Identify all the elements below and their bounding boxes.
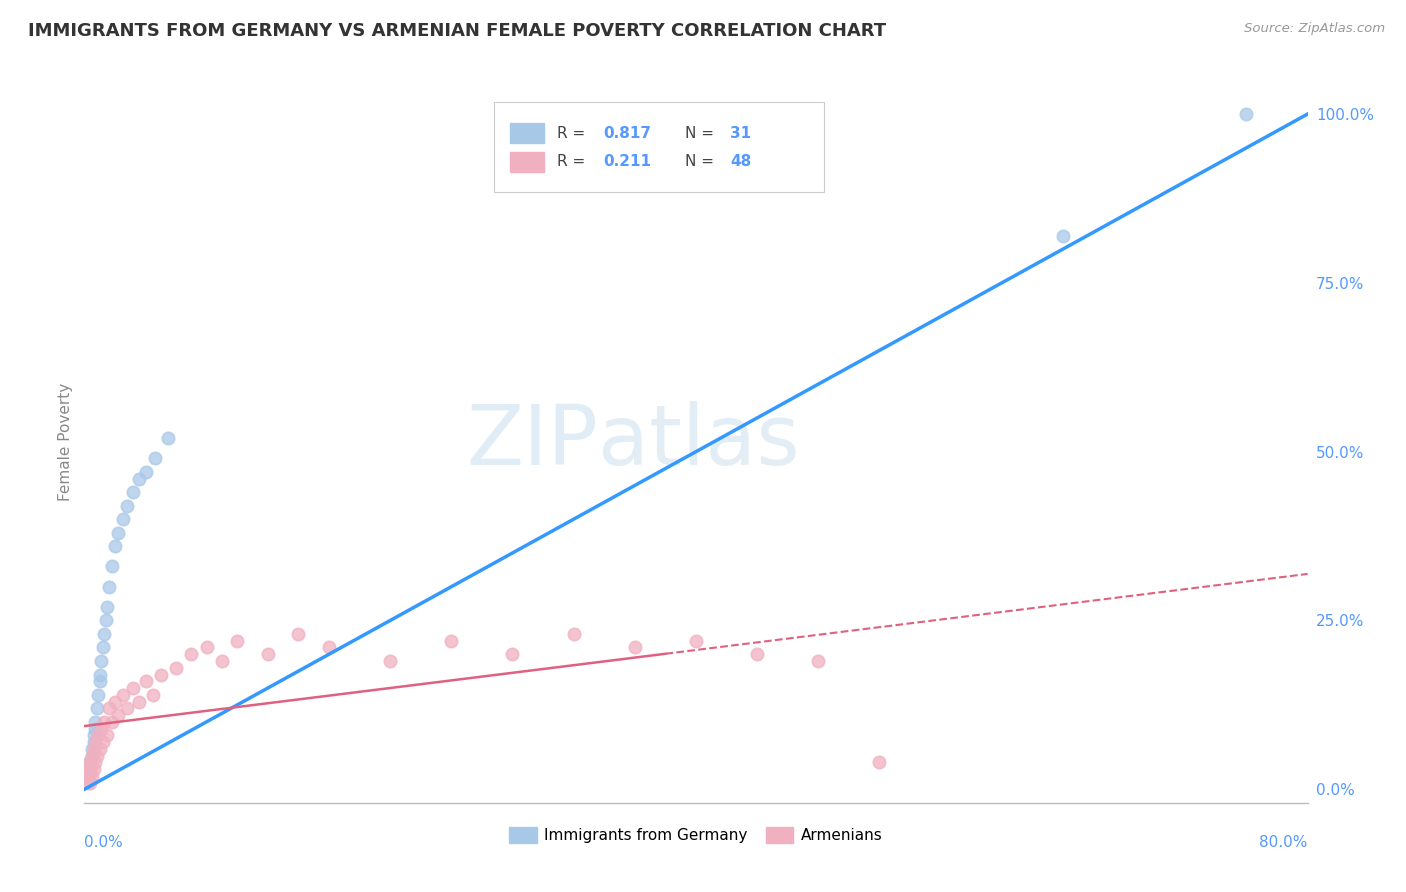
Y-axis label: Female Poverty: Female Poverty	[58, 383, 73, 500]
Point	[80, 769, 103, 783]
Point	[502, 647, 524, 661]
Text: N =: N =	[685, 126, 718, 141]
Point	[380, 654, 402, 668]
Text: Source: ZipAtlas.com: Source: ZipAtlas.com	[1244, 22, 1385, 36]
Point	[97, 580, 120, 594]
FancyBboxPatch shape	[510, 123, 544, 143]
Point	[869, 756, 891, 770]
Point	[685, 633, 707, 648]
Point	[90, 722, 112, 736]
Text: 0.211: 0.211	[603, 154, 651, 169]
Point	[76, 775, 98, 789]
Point	[93, 714, 115, 729]
Point	[87, 688, 110, 702]
Point	[122, 485, 145, 500]
Point	[96, 728, 118, 742]
Text: R =: R =	[557, 154, 589, 169]
Point	[257, 647, 280, 661]
Point	[93, 627, 115, 641]
Legend: Immigrants from Germany, Armenians: Immigrants from Germany, Armenians	[503, 822, 889, 849]
Point	[128, 472, 150, 486]
Point	[77, 769, 100, 783]
Point	[1236, 107, 1258, 121]
Point	[318, 640, 340, 655]
Text: atlas: atlas	[598, 401, 800, 482]
Point	[226, 633, 249, 648]
Point	[142, 688, 165, 702]
Point	[97, 701, 120, 715]
Point	[562, 627, 585, 641]
Point	[80, 748, 103, 763]
Text: IMMIGRANTS FROM GERMANY VS ARMENIAN FEMALE POVERTY CORRELATION CHART: IMMIGRANTS FROM GERMANY VS ARMENIAN FEMA…	[28, 22, 886, 40]
Point	[287, 627, 309, 641]
Point	[135, 674, 157, 689]
Point	[104, 539, 127, 553]
Point	[128, 694, 150, 708]
Point	[101, 559, 124, 574]
Point	[84, 714, 107, 729]
Text: 48: 48	[730, 154, 751, 169]
Point	[165, 661, 187, 675]
Text: N =: N =	[685, 154, 718, 169]
Point	[87, 728, 110, 742]
Point	[75, 769, 97, 783]
Point	[96, 599, 118, 614]
Point	[624, 640, 647, 655]
Point	[84, 735, 107, 749]
Point	[180, 647, 202, 661]
Point	[89, 667, 111, 681]
Text: 0.817: 0.817	[603, 126, 651, 141]
Text: 80.0%: 80.0%	[1260, 835, 1308, 850]
FancyBboxPatch shape	[494, 102, 824, 193]
Point	[84, 756, 107, 770]
Point	[91, 640, 114, 655]
Point	[90, 654, 112, 668]
Point	[79, 775, 101, 789]
Point	[1052, 228, 1074, 243]
Point	[104, 694, 127, 708]
Text: 0.0%: 0.0%	[84, 835, 124, 850]
Point	[135, 465, 157, 479]
Point	[83, 728, 105, 742]
Point	[157, 431, 180, 445]
Point	[195, 640, 218, 655]
Point	[77, 762, 100, 776]
Point	[115, 499, 138, 513]
Text: 31: 31	[730, 126, 751, 141]
Point	[111, 688, 134, 702]
Point	[122, 681, 145, 695]
Point	[440, 633, 463, 648]
Point	[83, 762, 105, 776]
Point	[94, 614, 117, 628]
Point	[91, 735, 114, 749]
Point	[76, 762, 98, 776]
Point	[83, 741, 105, 756]
Point	[143, 451, 166, 466]
Point	[86, 701, 108, 715]
Point	[80, 748, 103, 763]
Point	[79, 762, 101, 776]
Point	[80, 741, 103, 756]
Point	[107, 708, 129, 723]
Point	[115, 701, 138, 715]
Point	[76, 769, 98, 783]
Point	[77, 756, 100, 770]
Point	[89, 741, 111, 756]
Text: ZIP: ZIP	[467, 401, 598, 482]
Point	[107, 525, 129, 540]
Text: R =: R =	[557, 126, 589, 141]
Point	[84, 722, 107, 736]
FancyBboxPatch shape	[510, 152, 544, 172]
Point	[79, 756, 101, 770]
Point	[149, 667, 172, 681]
Point	[83, 735, 105, 749]
Point	[86, 748, 108, 763]
Point	[111, 512, 134, 526]
Point	[807, 654, 830, 668]
Point	[211, 654, 233, 668]
Point	[89, 674, 111, 689]
Point	[747, 647, 769, 661]
Point	[101, 714, 124, 729]
